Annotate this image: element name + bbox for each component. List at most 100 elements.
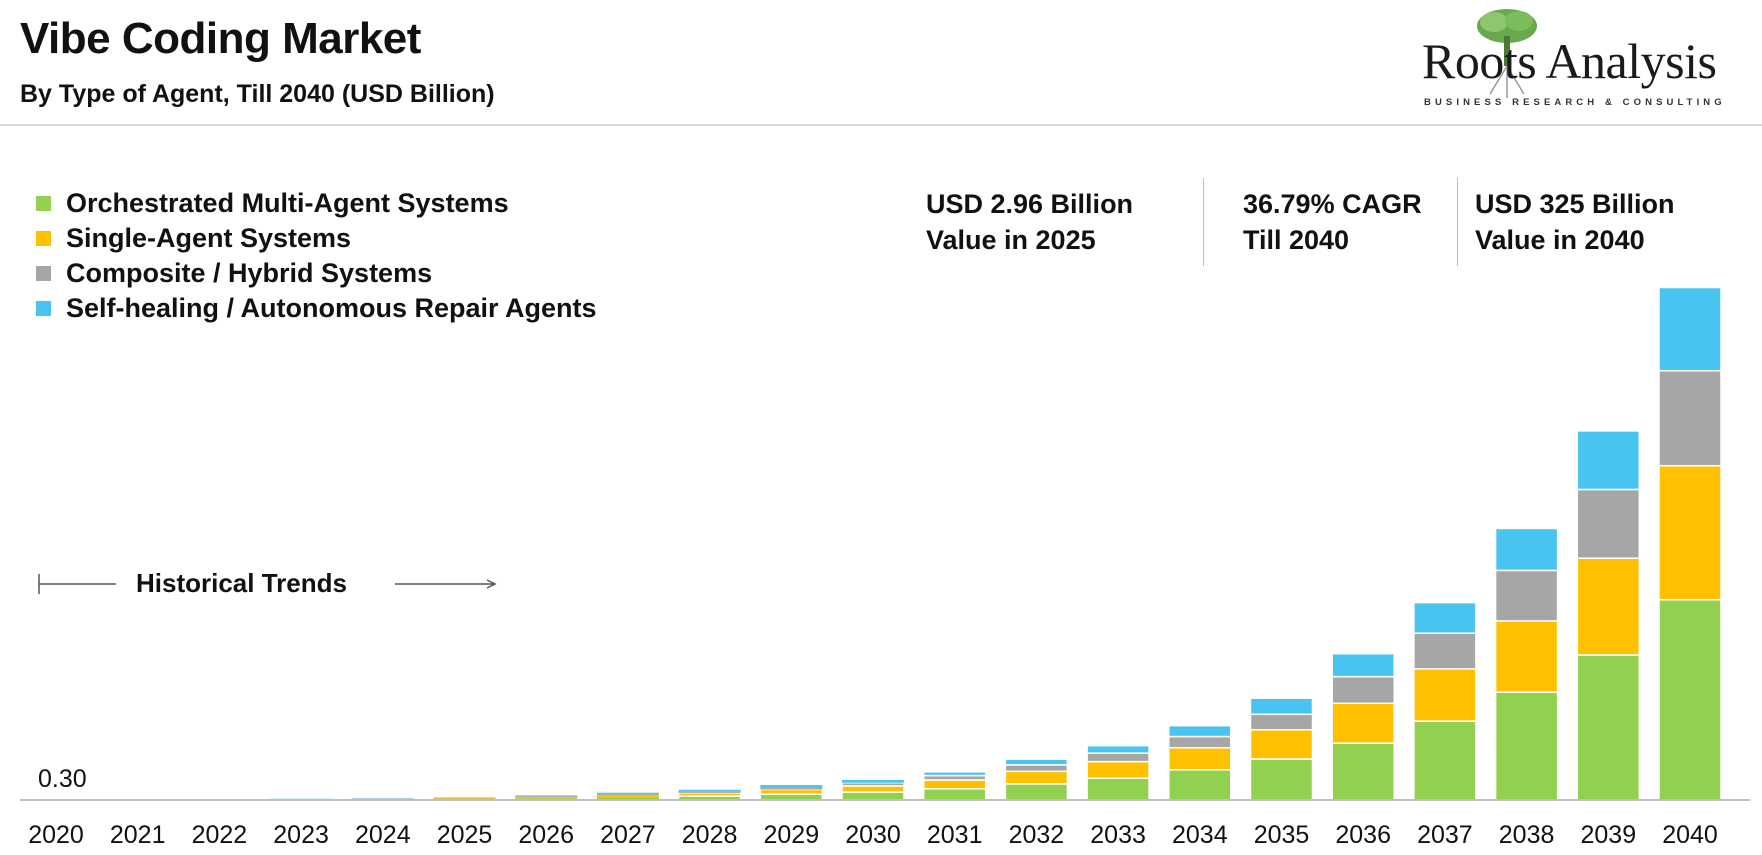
bar-segment-2031-s3 bbox=[922, 771, 987, 777]
x-tick-label: 2033 bbox=[1090, 821, 1146, 849]
bar-segment-2029-s3 bbox=[760, 785, 823, 788]
brand-name: Roots Analysis bbox=[1422, 33, 1717, 89]
header-divider bbox=[0, 124, 1762, 126]
bar-segment-2038-s3 bbox=[1494, 527, 1559, 572]
bar-segment-2034-s0 bbox=[1168, 769, 1232, 801]
bar-segment-2026-s3 bbox=[515, 795, 578, 797]
x-tick-label: 2030 bbox=[845, 821, 901, 849]
legend-item-selfhealing: Self-healing / Autonomous Repair Agents bbox=[36, 291, 597, 326]
historical-trends-annotation: Historical Trends bbox=[38, 568, 498, 598]
historical-trends-arrow-icon bbox=[38, 574, 497, 594]
x-tick-label: 2021 bbox=[110, 821, 166, 849]
bar-segment-2031-s0 bbox=[922, 788, 987, 801]
bar-segment-2025-s1 bbox=[433, 798, 496, 800]
bar-segment-2033-s2 bbox=[1086, 752, 1150, 763]
bar-segment-2040-s2 bbox=[1658, 369, 1722, 467]
bar-segment-2026-s2 bbox=[515, 796, 578, 797]
bar-segment-2030-s0 bbox=[841, 791, 905, 801]
bar-segment-2028-s2 bbox=[678, 791, 741, 793]
bar-segment-2032-s0 bbox=[1004, 783, 1069, 801]
bar-segment-2039-s3 bbox=[1576, 430, 1641, 491]
x-tick-label: 2024 bbox=[355, 821, 411, 849]
legend-label: Self-healing / Autonomous Repair Agents bbox=[66, 293, 597, 323]
legend-swatch-composite bbox=[36, 266, 51, 281]
bar-segment-2036-s1 bbox=[1331, 702, 1395, 744]
bar-segment-2034-s3 bbox=[1168, 724, 1232, 738]
legend-swatch-single bbox=[36, 231, 51, 246]
x-tick-label: 2037 bbox=[1417, 821, 1473, 849]
chart-bars bbox=[25, 286, 1722, 801]
stat-cagr: 36.79% CAGR Till 2040 bbox=[1243, 186, 1422, 258]
bar-segment-2039-s0 bbox=[1576, 654, 1641, 801]
legend-label: Orchestrated Multi-Agent Systems bbox=[66, 188, 509, 218]
x-axis-ticks: 2020 2021 2022 2023 2024 2025 2026 2027 2028 2029… bbox=[28, 821, 1718, 849]
stat-divider bbox=[1457, 178, 1458, 266]
chart-legend: Orchestrated Multi-Agent Systems Single-… bbox=[36, 186, 597, 326]
bar-segment-2027-s2 bbox=[596, 793, 659, 796]
x-tick-label: 2031 bbox=[927, 821, 983, 849]
x-tick-label: 2032 bbox=[1009, 821, 1065, 849]
bar-segment-2032-s1 bbox=[1004, 770, 1069, 785]
bar-segment-2036-s0 bbox=[1331, 742, 1395, 801]
stat-cagr-line1: 36.79% CAGR bbox=[1243, 189, 1422, 219]
start-value-label: 0.30 bbox=[38, 765, 87, 793]
bar-segment-2040-s0 bbox=[1658, 599, 1722, 801]
bar-segment-2035-s1 bbox=[1249, 729, 1314, 760]
x-tick-label: 2022 bbox=[192, 821, 248, 849]
bar-segment-2038-s0 bbox=[1494, 691, 1559, 801]
historical-trends-label: Historical Trends bbox=[136, 568, 347, 598]
bar-segment-2037-s3 bbox=[1413, 601, 1477, 634]
stat-value-2025-line1: USD 2.96 Billion bbox=[926, 189, 1134, 219]
bar-segment-2037-s2 bbox=[1413, 632, 1477, 670]
x-tick-label: 2034 bbox=[1172, 821, 1228, 849]
x-tick-label: 2035 bbox=[1254, 821, 1310, 849]
x-tick-label: 2020 bbox=[28, 821, 84, 849]
bar-segment-2029-s2 bbox=[760, 787, 823, 790]
x-tick-label: 2025 bbox=[437, 821, 493, 849]
x-tick-label: 2039 bbox=[1580, 821, 1636, 849]
bar-segment-2032-s2 bbox=[1004, 764, 1069, 773]
bar-segment-2040-s1 bbox=[1658, 464, 1722, 601]
bar-segment-2038-s2 bbox=[1494, 569, 1559, 622]
stat-value-2040-line2: Value in 2040 bbox=[1475, 225, 1645, 255]
bar-segment-2027-s0 bbox=[596, 797, 659, 800]
x-tick-label: 2023 bbox=[273, 821, 329, 849]
chart-title: Vibe Coding Market bbox=[20, 14, 421, 63]
bar-segment-2039-s2 bbox=[1576, 488, 1641, 559]
stat-value-2040: USD 325 Billion Value in 2040 bbox=[1475, 186, 1675, 258]
bar-segment-2025-s2 bbox=[433, 797, 496, 799]
bar-segment-2037-s0 bbox=[1413, 720, 1477, 801]
bar-segment-2031-s1 bbox=[922, 779, 987, 790]
bar-segment-2028-s1 bbox=[677, 792, 742, 797]
bar-segment-2036-s3 bbox=[1331, 652, 1395, 678]
bar-segment-2040-s3 bbox=[1658, 286, 1722, 372]
brand-tagline: BUSINESS RESEARCH & CONSULTING bbox=[1424, 97, 1726, 108]
bar-segment-2030-s3 bbox=[842, 779, 904, 783]
bar-segment-2026-s1 bbox=[515, 796, 578, 799]
x-tick-label: 2026 bbox=[518, 821, 574, 849]
x-tick-label: 2036 bbox=[1335, 821, 1391, 849]
bar-segment-2035-s2 bbox=[1249, 713, 1314, 731]
bar-segment-2033-s3 bbox=[1086, 744, 1150, 754]
bar-segment-2030-s2 bbox=[841, 781, 905, 787]
bar-segment-2033-s0 bbox=[1086, 777, 1150, 801]
legend-item-single: Single-Agent Systems bbox=[36, 221, 597, 256]
bar-segment-2034-s1 bbox=[1168, 746, 1232, 771]
x-tick-label: 2038 bbox=[1499, 821, 1555, 849]
chart-subtitle: By Type of Agent, Till 2040 (USD Billion… bbox=[20, 80, 495, 108]
bar-segment-2035-s0 bbox=[1249, 758, 1314, 801]
stat-value-2040-line1: USD 325 Billion bbox=[1475, 189, 1675, 219]
legend-label: Composite / Hybrid Systems bbox=[66, 258, 433, 288]
bar-segment-2035-s3 bbox=[1249, 697, 1314, 716]
stat-value-2025-line2: Value in 2025 bbox=[926, 225, 1096, 255]
bar-segment-2036-s2 bbox=[1331, 675, 1395, 705]
brand-logo: Roots Analysis BUSINESS RESEARCH & CONSU… bbox=[1420, 6, 1740, 118]
legend-item-orchestrated: Orchestrated Multi-Agent Systems bbox=[36, 186, 597, 221]
stat-value-2025: USD 2.96 Billion Value in 2025 bbox=[926, 186, 1133, 258]
legend-swatch-selfhealing bbox=[36, 301, 51, 316]
legend-item-composite: Composite / Hybrid Systems bbox=[36, 256, 597, 291]
tree-logo-icon bbox=[1477, 9, 1537, 98]
x-tick-label: 2040 bbox=[1662, 821, 1718, 849]
stat-divider bbox=[1203, 178, 1204, 266]
